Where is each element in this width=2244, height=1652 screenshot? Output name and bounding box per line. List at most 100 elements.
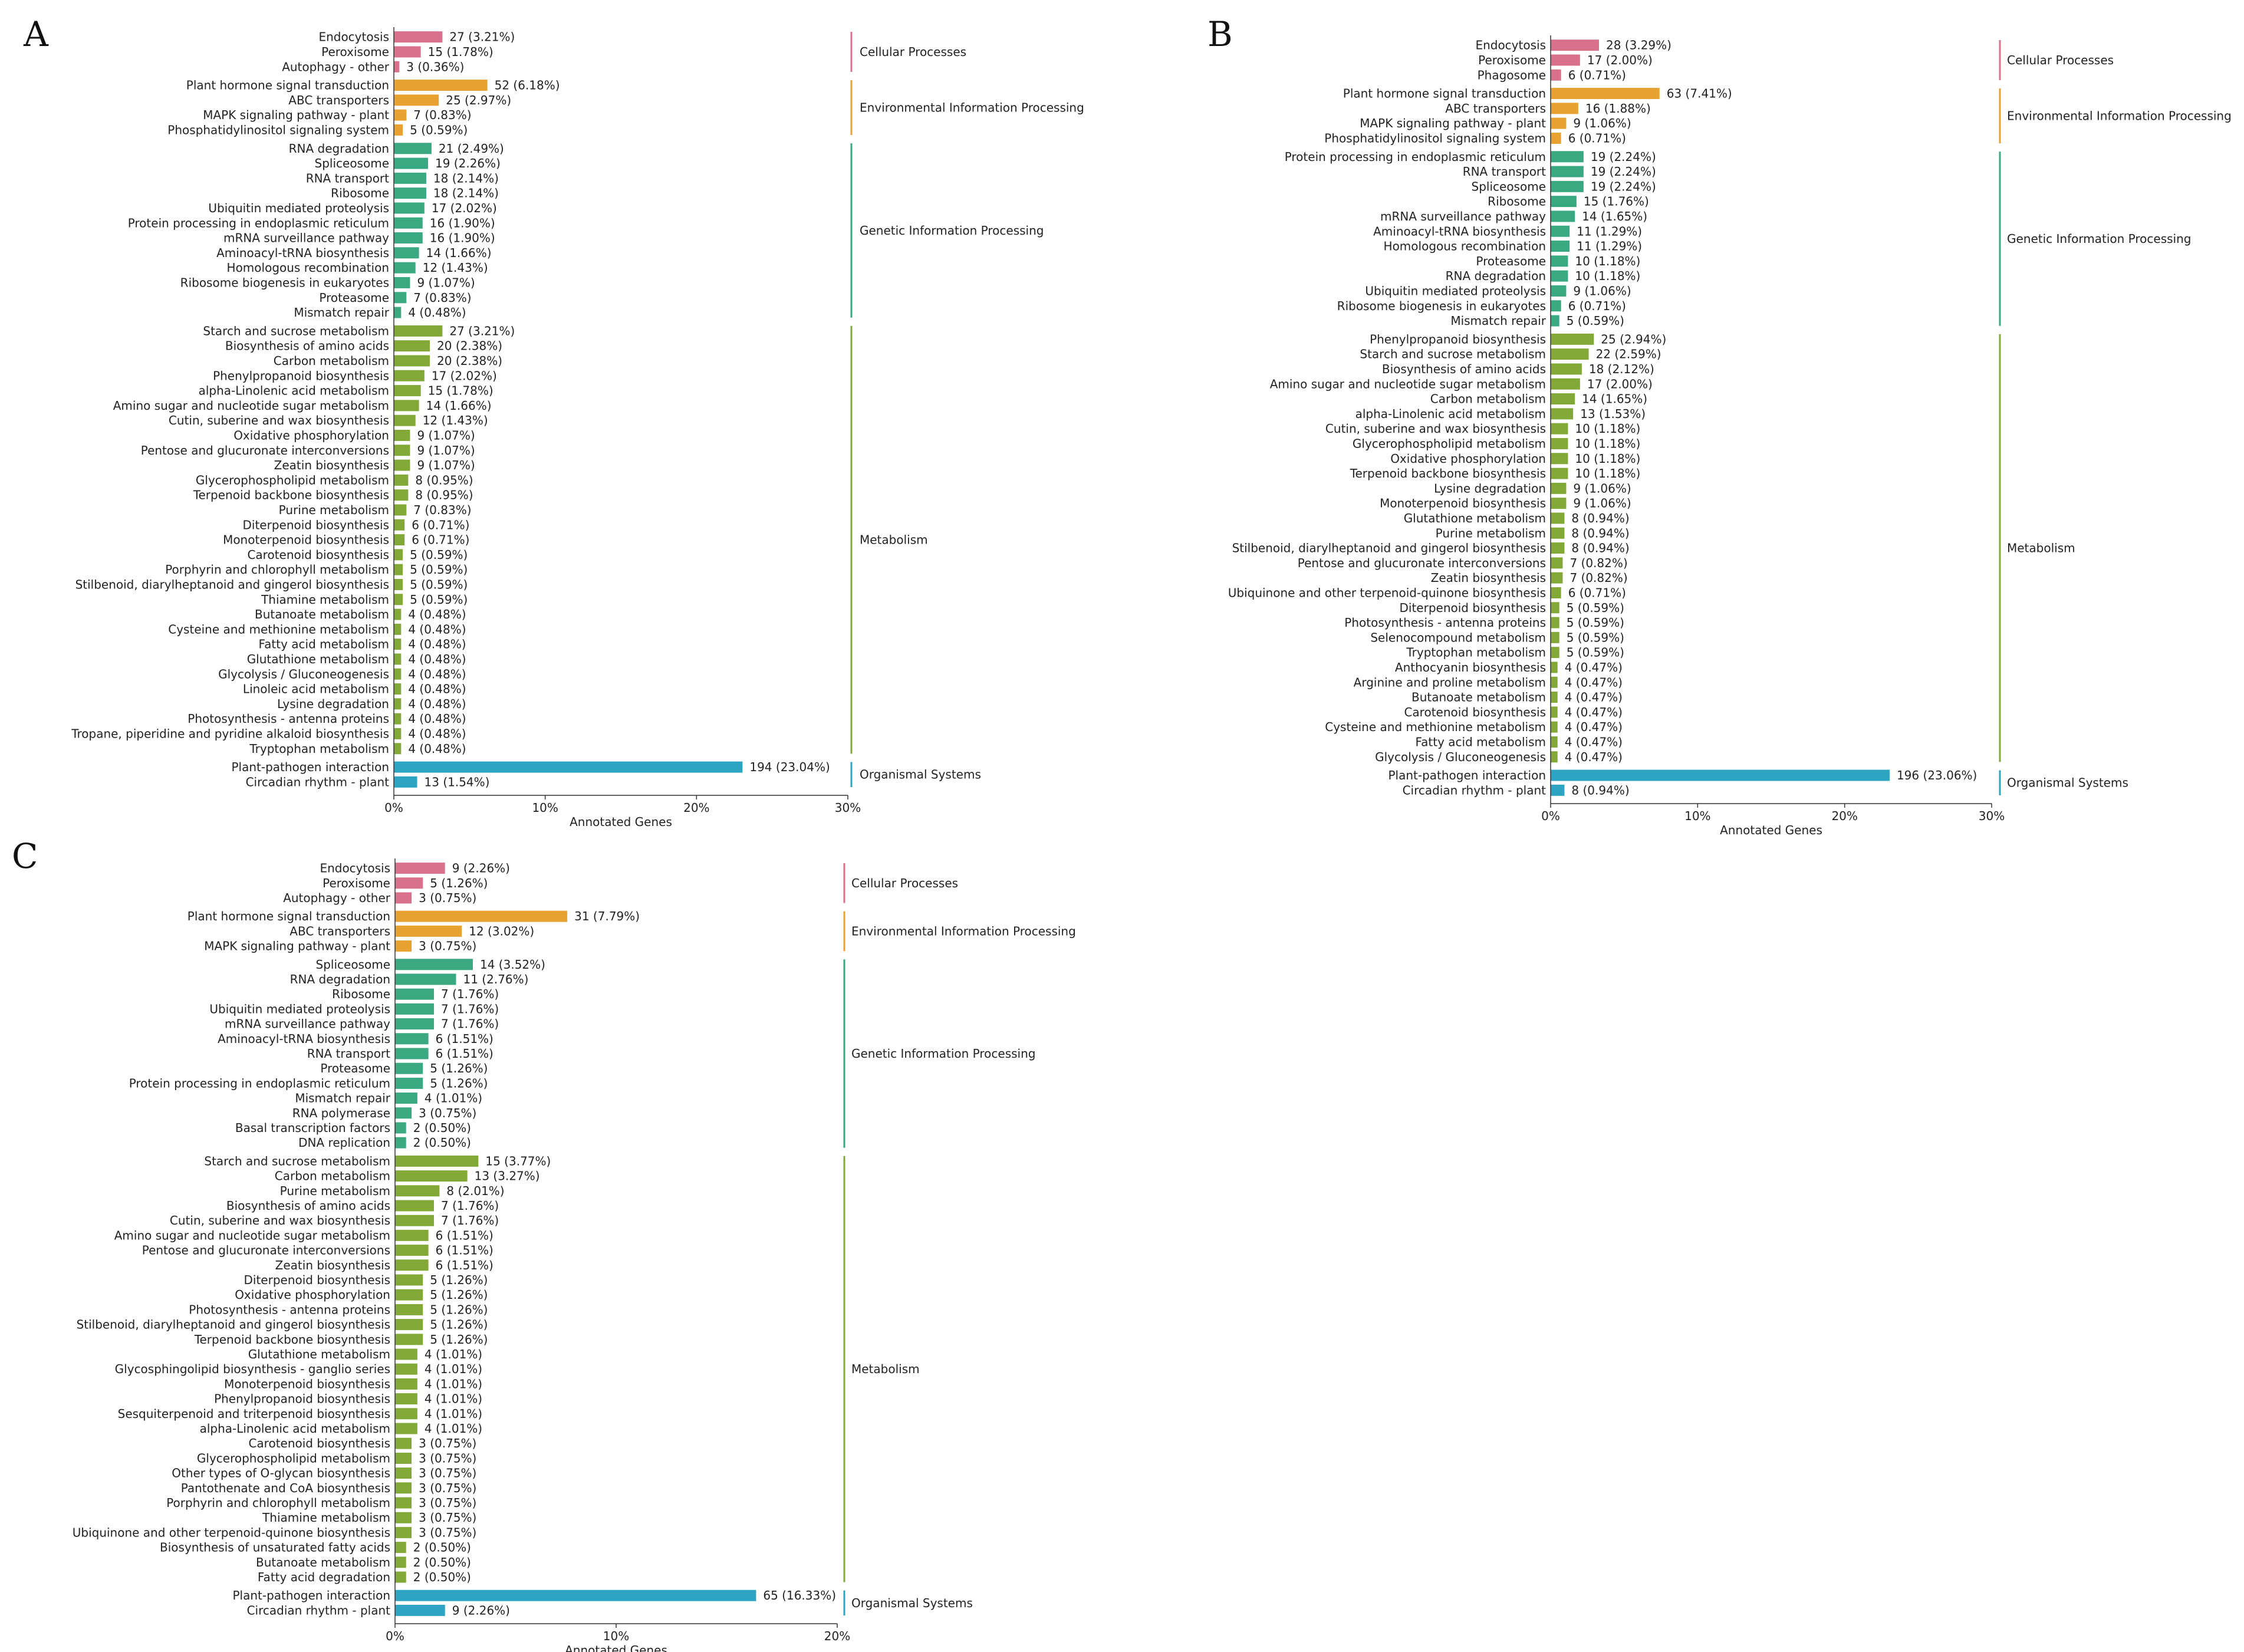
bar-zeatin-biosynthesis: [1551, 572, 1563, 584]
pathway-label: Ribosome biogenesis in eukaryotes: [180, 275, 389, 289]
bar-value-label: 3 (0.75%): [419, 1496, 476, 1510]
bar-pentose-and-glucuronate-interconversions: [1551, 557, 1563, 569]
pathway-label: Biosynthesis of amino acids: [1382, 362, 1546, 376]
panel-c-letter: C: [12, 836, 38, 876]
pathway-label: alpha-Linolenic acid metabolism: [1355, 407, 1546, 421]
pathway-label: Spliceosome: [316, 957, 390, 972]
pathway-label: Starch and sucrose metabolism: [1360, 347, 1546, 361]
pathway-label: Spliceosome: [1472, 179, 1546, 193]
category-label-environmental-information-processing: Environmental Information Processing: [2007, 109, 2232, 123]
pathway-label: Photosynthesis - antenna proteins: [187, 712, 389, 726]
bar-arginine-and-proline-metabolism: [1551, 676, 1558, 688]
x-tick-label: 20%: [683, 801, 709, 815]
pathway-label: Mismatch repair: [295, 1091, 390, 1105]
pathway-label: Porphyrin and chlorophyll metabolism: [166, 1496, 390, 1510]
bar-value-label: 5 (1.26%): [430, 876, 488, 890]
category-label-cellular-processes: Cellular Processes: [2007, 53, 2114, 67]
pathway-label: Fatty acid degradation: [258, 1570, 390, 1584]
pathway-label: Cysteine and methionine metabolism: [168, 622, 389, 636]
pathway-label: Autophagy - other: [282, 60, 390, 74]
bar-value-label: 16 (1.90%): [430, 231, 495, 245]
bar-value-label: 4 (0.47%): [1565, 690, 1623, 705]
bar-value-label: 31 (7.79%): [574, 909, 640, 923]
bar-cutin-suberine-and-wax-biosynthesis: [1551, 423, 1568, 435]
bar-value-label: 27 (3.21%): [449, 324, 515, 338]
pathway-label: MAPK signaling pathway - plant: [203, 108, 389, 122]
pathway-label: Stilbenoid, diarylheptanoid and gingerol…: [1232, 541, 1546, 555]
bar-value-label: 10 (1.18%): [1575, 436, 1640, 450]
bar-ubiquitin-mediated-proteolysis: [1551, 285, 1567, 297]
bar-purine-metabolism: [395, 1185, 440, 1197]
bar-value-label: 5 (0.59%): [410, 123, 468, 137]
bar-biosynthesis-of-amino-acids: [1551, 363, 1582, 375]
pathway-label: Mismatch repair: [294, 305, 389, 320]
bar-ribosome: [1551, 196, 1577, 208]
pathway-label: Plant hormone signal transduction: [187, 909, 390, 923]
pathway-label: Autophagy - other: [283, 891, 391, 905]
pathway-label: Ribosome: [332, 987, 390, 1001]
pathway-label: Peroxisome: [323, 876, 390, 890]
bar-value-label: 13 (1.54%): [425, 775, 490, 789]
bar-glutathione-metabolism: [1551, 512, 1565, 524]
bar-purine-metabolism: [394, 504, 407, 516]
bar-value-label: 6 (0.71%): [412, 533, 469, 547]
pathway-label: Cutin, suberine and wax biosynthesis: [169, 413, 389, 427]
pathway-label: Arginine and proline metabolism: [1354, 675, 1546, 689]
bar-value-label: 9 (2.26%): [452, 1603, 510, 1617]
bar-lysine-degradation: [394, 698, 402, 710]
bar-proteasome: [394, 292, 407, 304]
x-tick-label: 10%: [603, 1629, 629, 1643]
bar-value-label: 9 (1.06%): [1573, 284, 1631, 298]
bar-value-label: 2 (0.50%): [413, 1555, 471, 1569]
bar-value-label: 12 (1.43%): [423, 261, 488, 275]
pathway-label: Plant-pathogen interaction: [231, 760, 389, 774]
bar-mapk-signaling-pathway-plant: [395, 940, 412, 952]
bar-aminoacyl-trna-biosynthesis: [1551, 225, 1570, 237]
pathway-label: Oxidative phosphorylation: [233, 428, 389, 442]
bar-value-label: 8 (0.94%): [1571, 526, 1629, 540]
pathway-label: Terpenoid backbone biosynthesis: [194, 1332, 390, 1347]
pathway-label: Purine metabolism: [279, 503, 389, 517]
bar-value-label: 5 (0.59%): [410, 548, 468, 562]
bar-linoleic-acid-metabolism: [394, 683, 402, 695]
bar-value-label: 14 (1.66%): [426, 399, 492, 413]
pathway-label: Plant hormone signal transduction: [186, 78, 389, 93]
bar-phenylpropanoid-biosynthesis: [395, 1393, 417, 1405]
pathway-label: Fatty acid metabolism: [1416, 735, 1547, 749]
pathway-label: Sesquiterpenoid and triterpenoid biosynt…: [118, 1407, 390, 1421]
bar-alpha-linolenic-acid-metabolism: [1551, 408, 1574, 420]
bar-value-label: 63 (7.41%): [1667, 87, 1732, 101]
pathway-label: Circadian rhythm - plant: [246, 775, 390, 789]
pathway-label: Glutathione metabolism: [1404, 511, 1546, 525]
bar-rna-degradation: [394, 143, 432, 154]
bar-biosynthesis-of-amino-acids: [394, 340, 430, 352]
bar-value-label: 2 (0.50%): [413, 1541, 471, 1555]
bar-value-label: 25 (2.97%): [446, 93, 511, 107]
pathway-label: Glycerophospholipid metabolism: [197, 1451, 390, 1465]
bar-phosphatidylinositol-signaling-system: [1551, 132, 1561, 144]
bar-monoterpenoid-biosynthesis: [394, 534, 405, 546]
pathway-label: Butanoate metabolism: [1411, 690, 1546, 705]
bar-monoterpenoid-biosynthesis: [1551, 498, 1567, 509]
pathway-label: Terpenoid backbone biosynthesis: [1350, 466, 1546, 481]
pathway-label: Starch and sucrose metabolism: [204, 1154, 390, 1168]
bar-porphyrin-and-chlorophyll-metabolism: [395, 1497, 412, 1509]
bar-carbon-metabolism: [395, 1170, 468, 1182]
bar-value-label: 7 (1.76%): [441, 987, 499, 1001]
bar-butanoate-metabolism: [1551, 692, 1558, 703]
bar-value-label: 8 (0.95%): [415, 473, 473, 487]
pathway-label: Circadian rhythm - plant: [1403, 783, 1547, 797]
bar-oxidative-phosphorylation: [1551, 453, 1568, 465]
bar-phenylpropanoid-biosynthesis: [394, 370, 425, 381]
bar-value-label: 9 (2.26%): [452, 861, 510, 876]
bar-zeatin-biosynthesis: [394, 459, 410, 471]
bar-terpenoid-backbone-biosynthesis: [395, 1334, 423, 1345]
bar-butanoate-metabolism: [395, 1556, 406, 1568]
bar-butanoate-metabolism: [394, 608, 402, 620]
bar-endocytosis: [395, 863, 445, 874]
bar-rna-polymerase: [395, 1107, 412, 1119]
pathway-label: Circadian rhythm - plant: [247, 1603, 391, 1617]
pathway-label: ABC transporters: [288, 93, 389, 107]
bar-value-label: 9 (1.06%): [1573, 496, 1631, 511]
pathway-label: RNA transport: [307, 1047, 390, 1061]
